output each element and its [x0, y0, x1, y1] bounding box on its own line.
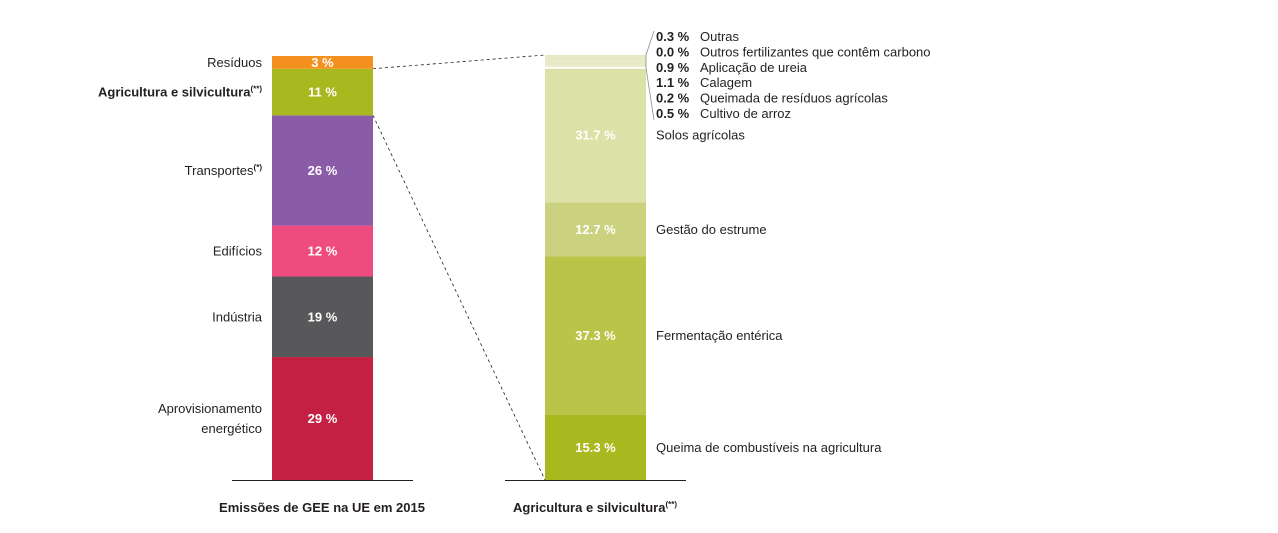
right-stacked-bar: 15.3 % Queima de combustíveis na agricult… — [545, 29, 931, 480]
data-label-cultivo-de-arroz: 0.5 % — [656, 106, 690, 121]
category-label-calagem: Calagem — [700, 75, 752, 90]
bar-segment-aprovisionamento-energetico — [272, 357, 373, 480]
connector-bottom — [372, 115, 546, 481]
data-label-solos-agricolas: 31.7 % — [575, 128, 616, 143]
bar-segment-transportes — [272, 115, 373, 226]
category-label-queima-de-combustiveis-na-agricultura: Queima de combustíveis na agricultura — [656, 440, 882, 455]
category-label-cultivo-de-arroz: Cultivo de arroz — [700, 106, 791, 121]
category-label-aplicacao-de-ureia: Aplicação de ureia — [700, 60, 808, 75]
bar-segment-calagem — [545, 60, 646, 65]
bar-segment-gestao-do-estrume — [545, 202, 646, 257]
bar-segment-agricultura-e-silvicultura — [272, 68, 373, 116]
data-label-outros-fertilizantes-que-contem-carbono: 0.0 % — [656, 44, 690, 59]
left-axis-title: Emissões de GEE na UE em 2015 — [219, 500, 425, 515]
bar-segment-solos-agricolas — [545, 67, 646, 203]
data-label-queima-de-combustiveis-na-agricultura: 15.3 % — [575, 440, 616, 455]
bar-segment-fermentacao-enterica — [545, 256, 646, 415]
connector-top — [372, 54, 546, 70]
category-label-queimada-de-residuos-agricolas: Queimada de resíduos agrícolas — [700, 91, 888, 106]
data-label-fermentacao-enterica: 37.3 % — [575, 328, 616, 343]
category-label-gestao-do-estrume: Gestão do estrume — [656, 222, 767, 237]
left-stacked-bar: 29 % Aprovisionamento energético 19 % Indúst… — [98, 55, 373, 480]
category-label-solos-agricolas: Solos agrícolas — [656, 128, 745, 143]
category-label-transportes: Transportes(*) — [185, 163, 263, 178]
right-axis-title: Agricultura e silvicultura(**) — [513, 500, 677, 515]
category-label-agricultura-e-silvicultura: Agricultura e silvicultura(**) — [98, 85, 262, 100]
bar-segment-queimada-de-residuos-agricolas — [545, 64, 646, 66]
small-segment-label-outras: 0.3 % Outras — [656, 29, 740, 44]
data-label-outras: 0.3 % — [656, 29, 690, 44]
bar-segment-queima-de-combustiveis-na-agricultura — [545, 414, 646, 480]
data-label-calagem: 1.1 % — [656, 75, 690, 90]
zoom-connector-lines — [372, 54, 546, 481]
small-segment-label-aplicacao-de-ureia: 0.9 % Aplicação de ureia — [656, 60, 808, 75]
small-group-bracket — [645, 30, 655, 121]
axis-titles: Emissões de GEE na UE em 2015 Agricultura… — [219, 500, 677, 515]
category-label-aprovisionamento-energetico-line-2: energético — [201, 421, 262, 436]
small-segment-label-cultivo-de-arroz: 0.5 % Cultivo de arroz — [656, 106, 791, 121]
category-label-outros-fertilizantes-que-contem-carbono: Outros fertilizantes que contêm carbono — [700, 44, 931, 59]
small-segment-label-outros-fertilizantes-que-contem-carbono: 0.0 % Outros fertilizantes que contêm car… — [656, 44, 931, 59]
category-label-outras: Outras — [700, 29, 740, 44]
category-label-industria: Indústria — [212, 309, 263, 324]
data-label-aplicacao-de-ureia: 0.9 % — [656, 60, 690, 75]
bar-segment-industria — [272, 276, 373, 358]
data-label-residuos: 3 % — [311, 55, 334, 70]
category-label-aprovisionamento-energetico-line-1: Aprovisionamento — [158, 401, 262, 416]
small-segment-label-queimada-de-residuos-agricolas: 0.2 % Queimada de resíduos agrícolas — [656, 91, 888, 106]
data-label-edificios: 12 % — [308, 244, 338, 259]
data-label-aprovisionamento-energetico: 29 % — [308, 411, 338, 426]
bar-segment-aplicacao-de-ureia — [545, 56, 646, 61]
data-label-queimada-de-residuos-agricolas: 0.2 % — [656, 91, 690, 106]
bar-segment-residuos — [272, 56, 373, 69]
data-label-transportes: 26 % — [308, 163, 338, 178]
category-label-fermentacao-enterica: Fermentação entérica — [656, 328, 783, 343]
small-segment-label-calagem: 1.1 % Calagem — [656, 75, 752, 90]
data-label-gestao-do-estrume: 12.7 % — [575, 222, 616, 237]
bar-segment-edificios — [272, 225, 373, 277]
category-label-residuos: Resíduos — [207, 55, 262, 70]
category-label-edificios: Edifícios — [213, 244, 263, 259]
bar-segment-cultivo-de-arroz — [545, 65, 646, 68]
data-label-industria: 19 % — [308, 309, 338, 324]
bar-segment-outras — [545, 55, 646, 57]
data-label-agricultura-e-silvicultura: 11 % — [308, 85, 337, 100]
